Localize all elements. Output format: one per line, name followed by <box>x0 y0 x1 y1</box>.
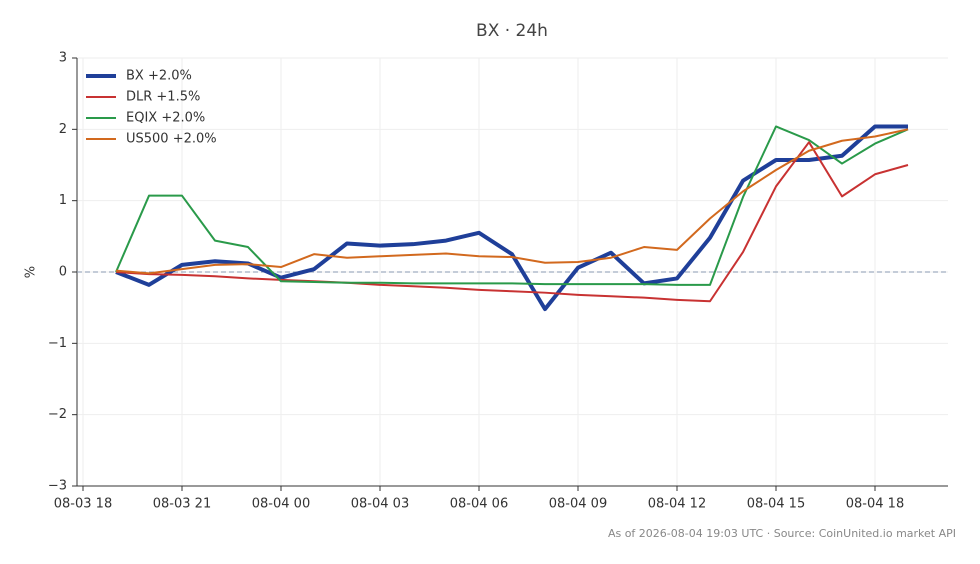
y-tick-label: 2 <box>59 122 67 137</box>
series-line <box>115 141 909 303</box>
x-tick-label: 08-04 03 <box>351 497 409 512</box>
legend-label: BX +2.0% <box>126 69 192 84</box>
y-tick-label: −2 <box>48 407 67 422</box>
y-tick-label: 3 <box>59 51 67 66</box>
x-tick-label: 08-04 18 <box>846 497 904 512</box>
series-line <box>115 124 908 312</box>
y-tick-label: 0 <box>59 265 67 280</box>
x-tick-label: 08-03 21 <box>153 497 211 512</box>
series-line <box>115 125 909 286</box>
x-tick-label: 08-03 18 <box>54 497 112 512</box>
footer: As of 2026-08-04 19:03 UTC · Source: Coi… <box>608 527 956 540</box>
x-tick-label: 08-04 00 <box>252 497 310 512</box>
legend-label: EQIX +2.0% <box>126 111 205 126</box>
chart-title: BX · 24h <box>476 21 548 41</box>
legend-label: US500 +2.0% <box>126 132 217 147</box>
x-tick-label: 08-04 06 <box>450 497 508 512</box>
y-tick-label: 1 <box>59 193 67 208</box>
x-tick-label: 08-04 12 <box>648 497 706 512</box>
series-line <box>115 128 909 275</box>
x-tick-label: 08-04 15 <box>747 497 805 512</box>
x-tick-label: 08-04 09 <box>549 497 607 512</box>
legend-label: DLR +1.5% <box>126 90 200 105</box>
y-tick-label: −3 <box>48 479 67 494</box>
y-axis-label: % <box>24 266 39 278</box>
y-tick-label: −1 <box>48 336 67 351</box>
